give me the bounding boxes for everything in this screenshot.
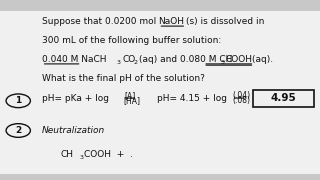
Text: CO: CO	[123, 55, 136, 64]
Text: Neutralization: Neutralization	[42, 126, 105, 135]
Text: (.04): (.04)	[232, 91, 251, 100]
Text: 0.040 M NaCH: 0.040 M NaCH	[42, 55, 106, 64]
Text: CH: CH	[61, 150, 74, 159]
Text: 3: 3	[117, 60, 121, 65]
Text: 2: 2	[15, 126, 21, 135]
Text: pH= 4.15 + log: pH= 4.15 + log	[157, 94, 227, 103]
Text: (s) is dissolved in: (s) is dissolved in	[186, 17, 265, 26]
Text: 2: 2	[134, 60, 138, 65]
Text: 1: 1	[15, 96, 21, 105]
Text: 3: 3	[221, 60, 225, 65]
Text: 300 mL of the following buffer solution:: 300 mL of the following buffer solution:	[42, 36, 221, 45]
Text: NaOH: NaOH	[158, 17, 184, 26]
Text: [HA]: [HA]	[123, 96, 140, 105]
Text: Suppose that 0.0200 mol: Suppose that 0.0200 mol	[42, 17, 159, 26]
Text: 3: 3	[79, 155, 83, 160]
Text: (.08): (.08)	[232, 96, 250, 105]
Text: (aq) and 0.080 M CH: (aq) and 0.080 M CH	[139, 55, 232, 64]
Text: [A]: [A]	[125, 91, 136, 100]
Text: COOH(aq).: COOH(aq).	[226, 55, 274, 64]
Text: COOH  +  .: COOH + .	[84, 150, 133, 159]
FancyBboxPatch shape	[0, 174, 320, 180]
Text: pH= pKa + log: pH= pKa + log	[42, 94, 108, 103]
FancyBboxPatch shape	[253, 90, 314, 107]
Text: 4.95: 4.95	[270, 93, 296, 103]
FancyBboxPatch shape	[0, 0, 320, 11]
Text: What is the final pH of the solution?: What is the final pH of the solution?	[42, 74, 204, 83]
